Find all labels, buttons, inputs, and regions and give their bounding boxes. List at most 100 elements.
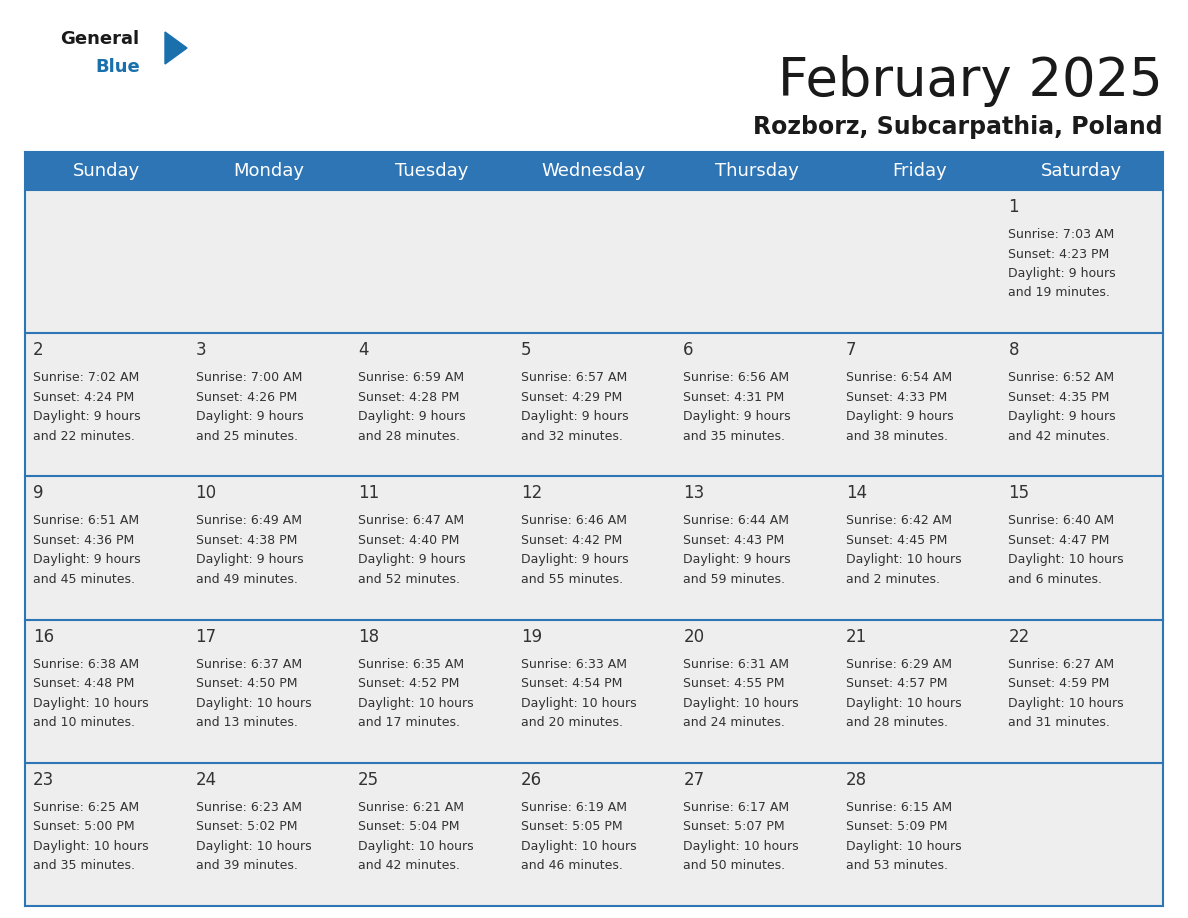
Text: 6: 6 [683, 341, 694, 359]
Text: Daylight: 9 hours: Daylight: 9 hours [33, 410, 140, 423]
Text: Sunset: 4:35 PM: Sunset: 4:35 PM [1009, 391, 1110, 404]
Text: and 17 minutes.: and 17 minutes. [358, 716, 460, 729]
Text: 17: 17 [196, 628, 216, 645]
Text: Daylight: 9 hours: Daylight: 9 hours [683, 410, 791, 423]
Text: Sunrise: 6:38 AM: Sunrise: 6:38 AM [33, 657, 139, 671]
Text: Sunrise: 6:56 AM: Sunrise: 6:56 AM [683, 371, 789, 385]
Text: Daylight: 10 hours: Daylight: 10 hours [846, 840, 961, 853]
Text: Sunset: 4:38 PM: Sunset: 4:38 PM [196, 534, 297, 547]
Text: Sunset: 4:28 PM: Sunset: 4:28 PM [358, 391, 460, 404]
Bar [675, 476, 838, 620]
Text: Sunset: 4:54 PM: Sunset: 4:54 PM [520, 677, 623, 690]
Text: Daylight: 9 hours: Daylight: 9 hours [520, 554, 628, 566]
Text: Sunset: 4:45 PM: Sunset: 4:45 PM [846, 534, 947, 547]
Text: Sunrise: 6:46 AM: Sunrise: 6:46 AM [520, 514, 627, 528]
Text: 27: 27 [683, 771, 704, 789]
Text: Sunset: 4:52 PM: Sunset: 4:52 PM [358, 677, 460, 690]
Text: General: General [61, 30, 139, 48]
Text: 3: 3 [196, 341, 207, 359]
Text: and 50 minutes.: and 50 minutes. [683, 859, 785, 872]
Text: 19: 19 [520, 628, 542, 645]
Text: Sunday: Sunday [72, 162, 140, 180]
Text: Sunset: 4:43 PM: Sunset: 4:43 PM [683, 534, 784, 547]
Text: Sunrise: 6:51 AM: Sunrise: 6:51 AM [33, 514, 139, 528]
Text: and 20 minutes.: and 20 minutes. [520, 716, 623, 729]
Text: 7: 7 [846, 341, 857, 359]
Bar [513, 476, 675, 620]
Text: Daylight: 10 hours: Daylight: 10 hours [846, 554, 961, 566]
Bar [838, 763, 1000, 906]
Text: Sunrise: 6:21 AM: Sunrise: 6:21 AM [358, 800, 465, 813]
Text: and 24 minutes.: and 24 minutes. [683, 716, 785, 729]
Bar [1000, 476, 1163, 620]
Text: 4: 4 [358, 341, 368, 359]
Bar [1000, 190, 1163, 333]
Bar [350, 190, 513, 333]
Bar [675, 763, 838, 906]
Bar [675, 620, 838, 763]
Text: Monday: Monday [233, 162, 304, 180]
Text: Sunset: 4:50 PM: Sunset: 4:50 PM [196, 677, 297, 690]
Text: Wednesday: Wednesday [542, 162, 646, 180]
Text: Sunset: 5:04 PM: Sunset: 5:04 PM [358, 821, 460, 834]
Text: Sunset: 4:26 PM: Sunset: 4:26 PM [196, 391, 297, 404]
Text: Daylight: 9 hours: Daylight: 9 hours [358, 554, 466, 566]
Text: 9: 9 [33, 485, 44, 502]
Text: and 32 minutes.: and 32 minutes. [520, 430, 623, 442]
Text: 1: 1 [1009, 198, 1019, 216]
Text: Sunset: 5:02 PM: Sunset: 5:02 PM [196, 821, 297, 834]
Text: Daylight: 10 hours: Daylight: 10 hours [520, 697, 637, 710]
Bar [25, 763, 188, 906]
Text: and 35 minutes.: and 35 minutes. [33, 859, 135, 872]
Bar [25, 476, 188, 620]
Text: 25: 25 [358, 771, 379, 789]
Bar [188, 333, 350, 476]
Text: 23: 23 [33, 771, 55, 789]
Text: Sunset: 5:00 PM: Sunset: 5:00 PM [33, 821, 134, 834]
Bar [350, 333, 513, 476]
Polygon shape [165, 32, 187, 64]
Text: 26: 26 [520, 771, 542, 789]
Bar [675, 333, 838, 476]
Bar [513, 333, 675, 476]
Bar [838, 476, 1000, 620]
Text: Sunrise: 7:02 AM: Sunrise: 7:02 AM [33, 371, 139, 385]
Text: Daylight: 9 hours: Daylight: 9 hours [1009, 267, 1116, 280]
Text: Sunrise: 6:52 AM: Sunrise: 6:52 AM [1009, 371, 1114, 385]
Bar [675, 190, 838, 333]
Text: and 2 minutes.: and 2 minutes. [846, 573, 940, 586]
Text: Daylight: 10 hours: Daylight: 10 hours [683, 697, 798, 710]
Text: and 53 minutes.: and 53 minutes. [846, 859, 948, 872]
Text: and 42 minutes.: and 42 minutes. [1009, 430, 1111, 442]
Text: Daylight: 10 hours: Daylight: 10 hours [33, 840, 148, 853]
Text: Daylight: 10 hours: Daylight: 10 hours [1009, 554, 1124, 566]
Text: 16: 16 [33, 628, 55, 645]
Text: Daylight: 10 hours: Daylight: 10 hours [33, 697, 148, 710]
Text: and 38 minutes.: and 38 minutes. [846, 430, 948, 442]
Text: Sunrise: 6:54 AM: Sunrise: 6:54 AM [846, 371, 952, 385]
Text: and 52 minutes.: and 52 minutes. [358, 573, 460, 586]
Text: Sunset: 4:23 PM: Sunset: 4:23 PM [1009, 248, 1110, 261]
Bar [513, 620, 675, 763]
Text: Daylight: 9 hours: Daylight: 9 hours [196, 554, 303, 566]
Text: and 46 minutes.: and 46 minutes. [520, 859, 623, 872]
Text: Daylight: 9 hours: Daylight: 9 hours [846, 410, 954, 423]
Text: Sunrise: 6:27 AM: Sunrise: 6:27 AM [1009, 657, 1114, 671]
Text: Sunrise: 6:35 AM: Sunrise: 6:35 AM [358, 657, 465, 671]
Text: Sunrise: 6:49 AM: Sunrise: 6:49 AM [196, 514, 302, 528]
Bar [1000, 763, 1163, 906]
Bar [838, 333, 1000, 476]
Text: Sunset: 4:29 PM: Sunset: 4:29 PM [520, 391, 623, 404]
Text: Daylight: 9 hours: Daylight: 9 hours [358, 410, 466, 423]
Text: and 59 minutes.: and 59 minutes. [683, 573, 785, 586]
Bar [350, 476, 513, 620]
Text: 22: 22 [1009, 628, 1030, 645]
Text: February 2025: February 2025 [778, 55, 1163, 107]
Text: Tuesday: Tuesday [394, 162, 468, 180]
Text: and 19 minutes.: and 19 minutes. [1009, 286, 1111, 299]
Text: 20: 20 [683, 628, 704, 645]
Text: Friday: Friday [892, 162, 947, 180]
Bar [1000, 333, 1163, 476]
Bar [25, 620, 188, 763]
Text: Sunset: 4:55 PM: Sunset: 4:55 PM [683, 677, 785, 690]
